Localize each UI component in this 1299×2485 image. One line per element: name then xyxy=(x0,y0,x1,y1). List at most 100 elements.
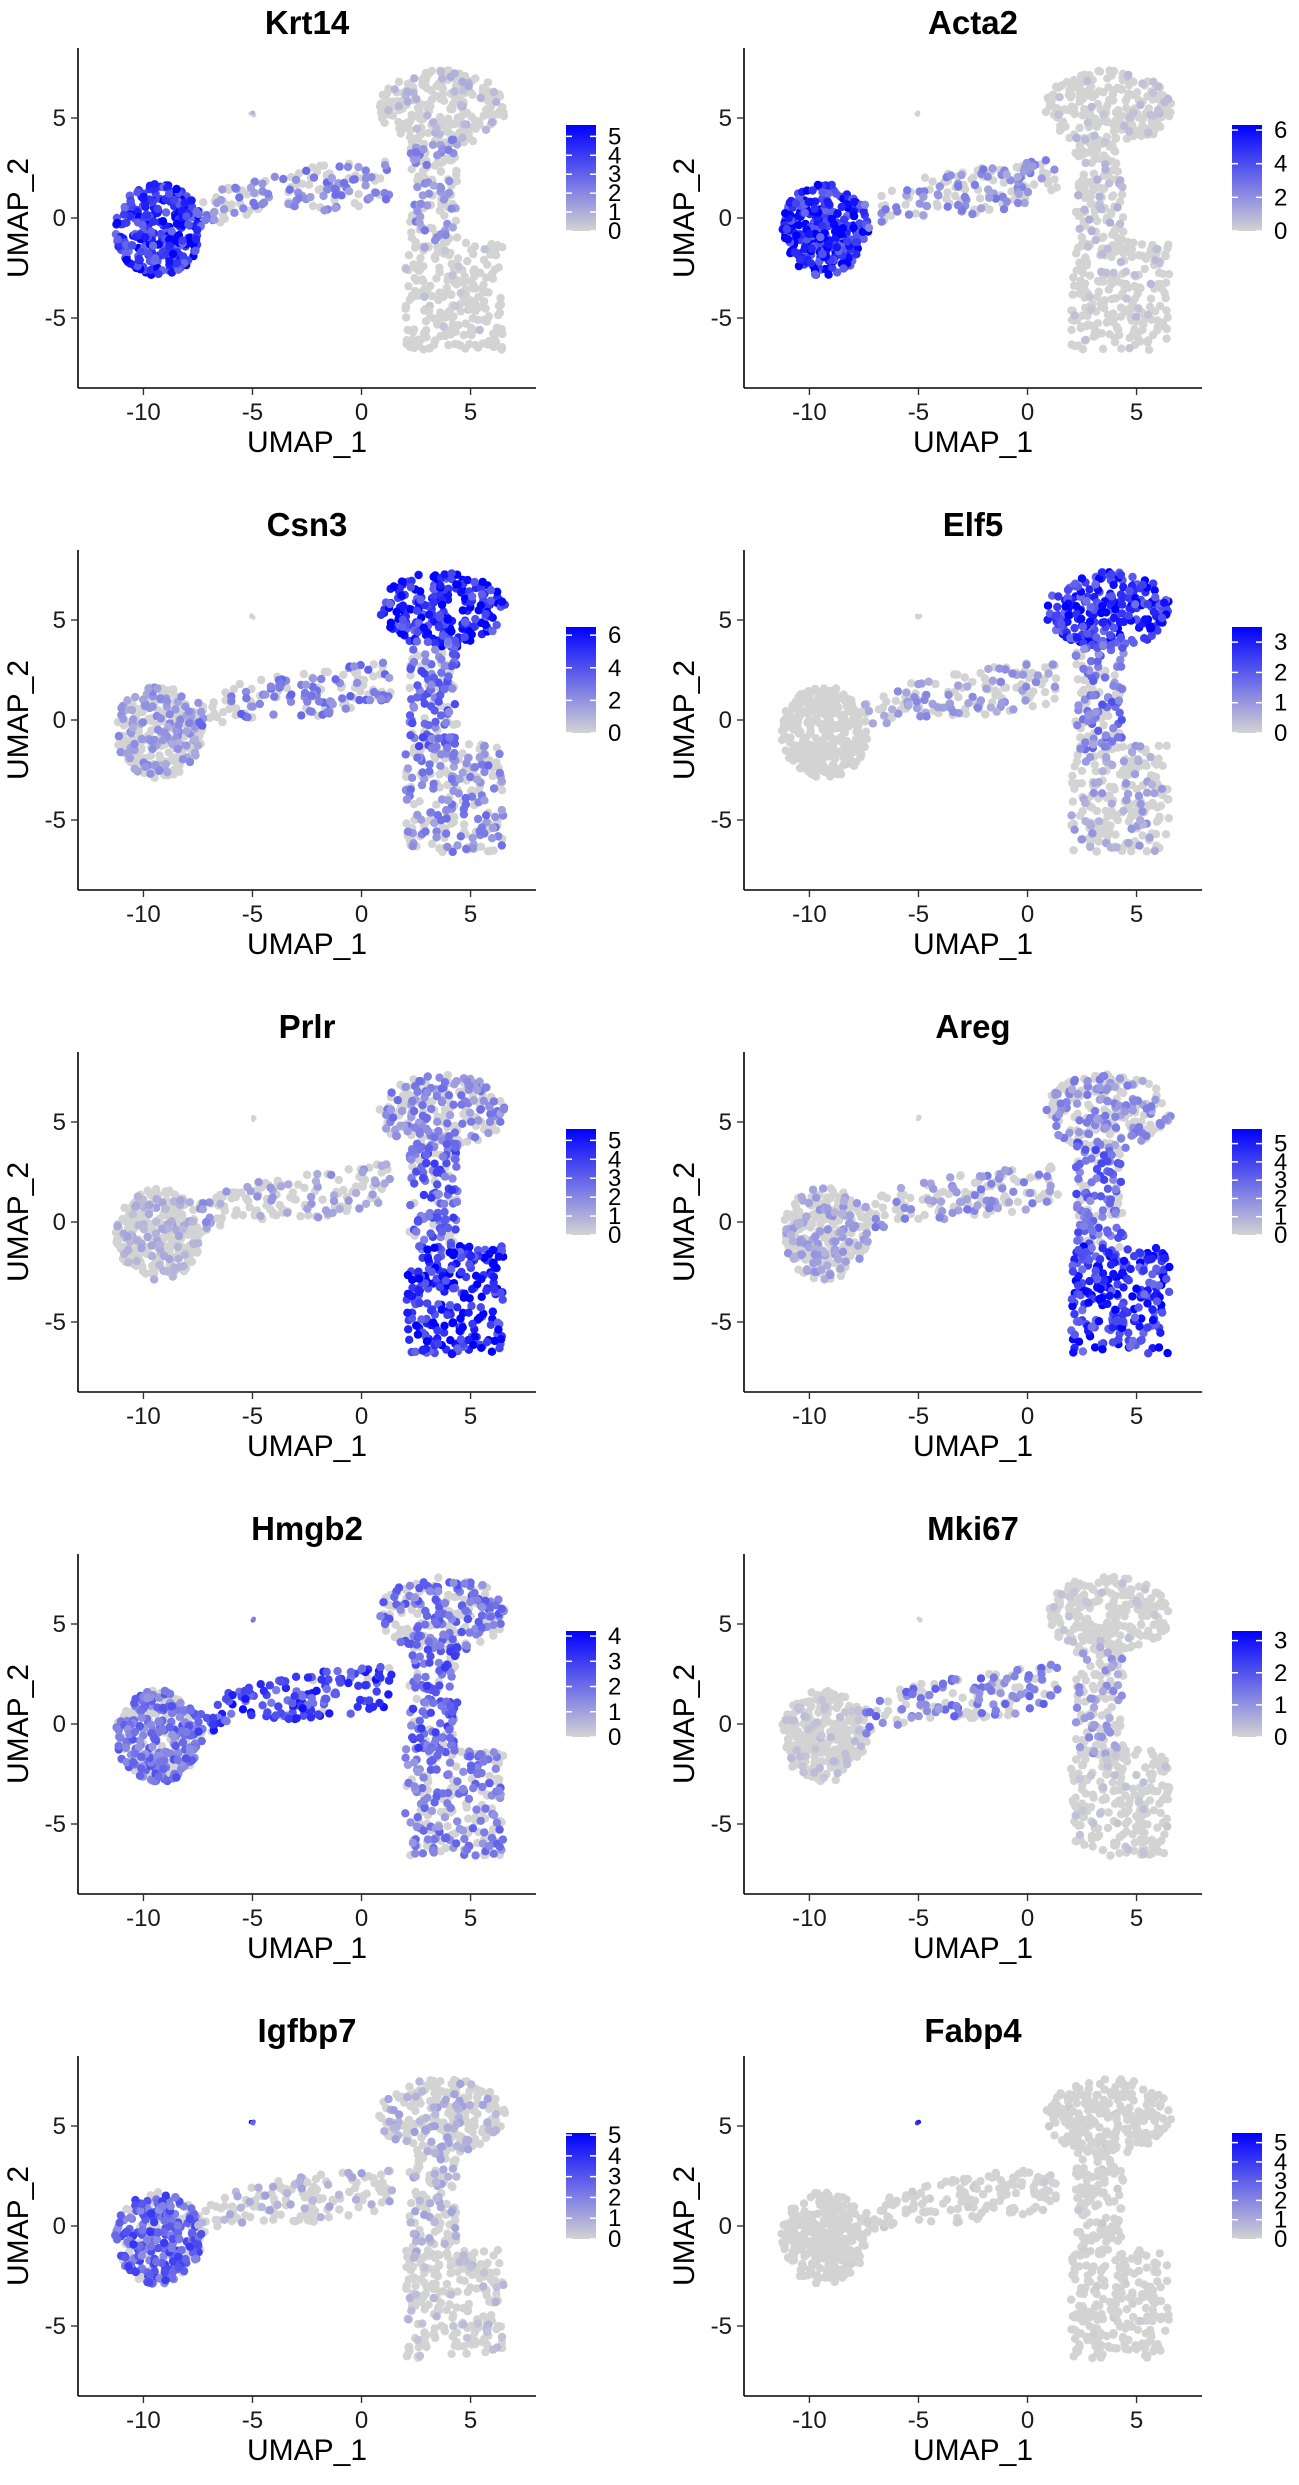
cell-point xyxy=(961,709,971,718)
cell-point xyxy=(828,760,838,769)
cell-point xyxy=(1152,245,1161,254)
cell-point xyxy=(448,661,457,670)
cell-point xyxy=(477,590,487,599)
cell-point xyxy=(369,687,379,697)
cell-point xyxy=(329,1196,339,1206)
cell-point xyxy=(1118,684,1127,694)
cell-point xyxy=(442,805,451,815)
cell-point xyxy=(1122,795,1131,805)
cell-point xyxy=(475,826,484,836)
cell-point xyxy=(1162,741,1171,750)
cell-point xyxy=(781,209,790,218)
cell-point xyxy=(199,198,208,207)
cell-point xyxy=(1157,613,1167,623)
cell-point xyxy=(257,675,266,685)
legend-tick-label: 0 xyxy=(608,218,621,245)
cell-point xyxy=(1078,87,1088,96)
cell-point xyxy=(448,649,458,659)
legend-tick-label: 2 xyxy=(1274,659,1287,686)
cell-point xyxy=(911,209,920,218)
cell-point xyxy=(1085,292,1095,302)
cell-point xyxy=(1138,325,1147,335)
cell-point xyxy=(1073,721,1082,730)
cell-point xyxy=(1129,77,1138,87)
cell-point xyxy=(988,164,997,173)
cell-point xyxy=(148,702,157,711)
cell-point xyxy=(302,1170,312,1180)
x-tick-label: 5 xyxy=(1130,399,1143,426)
cell-point xyxy=(1077,614,1086,623)
cell-point xyxy=(1126,245,1135,254)
cell-point xyxy=(447,290,456,299)
x-tick-label: -10 xyxy=(126,399,161,426)
y-tick-label: 5 xyxy=(53,607,66,634)
cell-point xyxy=(1130,271,1139,280)
cell-point xyxy=(279,174,288,184)
cell-point xyxy=(473,814,483,824)
cell-point xyxy=(474,1116,483,1125)
cell-point xyxy=(478,339,488,348)
cell-point xyxy=(172,184,181,194)
cell-point xyxy=(456,100,466,110)
cell-point xyxy=(123,696,132,705)
cell-point xyxy=(182,727,191,736)
cell-point xyxy=(1100,138,1110,147)
cell-point xyxy=(1074,182,1084,191)
cell-point xyxy=(1117,190,1127,199)
cell-point xyxy=(450,739,460,748)
cell-point xyxy=(815,691,825,701)
cell-point xyxy=(444,308,453,317)
cell-point xyxy=(950,670,959,679)
cell-point xyxy=(1134,304,1143,313)
cell-point xyxy=(807,244,816,253)
cell-point xyxy=(1106,209,1116,219)
cell-point xyxy=(1117,344,1126,353)
cell-point xyxy=(1061,602,1070,611)
cell-point xyxy=(354,162,363,172)
cell-point xyxy=(1075,123,1084,133)
cell-point xyxy=(420,292,429,301)
cell-point xyxy=(161,1204,170,1214)
cell-point xyxy=(191,246,200,255)
cell-point xyxy=(849,223,858,232)
plot-title: Prlr xyxy=(279,1008,336,1045)
cell-point xyxy=(1140,264,1150,274)
cell-point xyxy=(253,1192,262,1201)
cell-point xyxy=(439,322,449,331)
cell-point xyxy=(1109,268,1118,278)
cell-point xyxy=(433,151,442,160)
cell-point xyxy=(410,74,419,83)
cell-point xyxy=(1125,113,1134,122)
cell-point xyxy=(374,1198,383,1208)
cell-point xyxy=(486,596,495,605)
cell-point xyxy=(358,1182,367,1191)
cell-point xyxy=(792,231,801,240)
cell-point xyxy=(819,684,829,693)
x-tick-label: 0 xyxy=(1021,901,1034,928)
cell-point xyxy=(216,1199,225,1209)
x-tick-label: 5 xyxy=(464,901,477,928)
cell-point xyxy=(1128,572,1137,582)
cell-point xyxy=(263,189,273,199)
cell-point xyxy=(1143,600,1153,609)
cell-point xyxy=(331,203,340,213)
cell-point xyxy=(1136,799,1145,809)
cell-point xyxy=(450,87,459,96)
cell-point xyxy=(461,793,470,803)
cell-point xyxy=(783,235,793,244)
cell-point xyxy=(231,183,240,192)
cell-point xyxy=(480,297,489,306)
cell-point xyxy=(1098,618,1107,627)
cell-point xyxy=(147,736,156,746)
cell-point xyxy=(1146,624,1156,633)
cell-point xyxy=(259,198,269,207)
cell-point xyxy=(1103,74,1112,83)
cell-point xyxy=(429,779,438,788)
cell-point xyxy=(1076,264,1085,273)
cell-point xyxy=(447,569,456,578)
cell-point xyxy=(1124,611,1133,620)
cell-point xyxy=(1077,574,1087,583)
cell-point xyxy=(130,739,139,749)
cell-point xyxy=(122,218,131,227)
cell-point xyxy=(1076,276,1085,285)
